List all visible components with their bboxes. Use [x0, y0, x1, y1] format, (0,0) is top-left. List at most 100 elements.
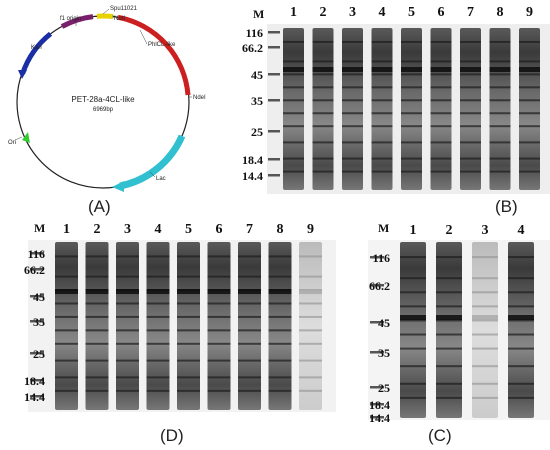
lane-label: 8 [277, 222, 284, 237]
target-band [299, 289, 322, 294]
protein-band [430, 170, 452, 173]
lane-label: 1 [290, 5, 297, 20]
notl-label: NotI [114, 16, 125, 22]
protein-band [116, 342, 139, 345]
protein-band [299, 255, 322, 258]
marker-band [268, 31, 280, 34]
protein-band [401, 73, 422, 76]
protein-band [207, 376, 231, 379]
protein-band [519, 86, 540, 89]
protein-band [238, 329, 261, 332]
protein-band [460, 141, 481, 144]
gel-lane [299, 242, 322, 410]
gel-lane [207, 242, 231, 410]
protein-band [472, 382, 498, 385]
protein-band [146, 255, 170, 258]
marker-band [30, 379, 44, 382]
protein-band [146, 342, 170, 345]
marker-band [30, 352, 44, 355]
protein-band [508, 319, 534, 322]
protein-band [207, 302, 231, 305]
protein-band [299, 315, 322, 318]
lane-label: 7 [246, 222, 253, 237]
protein-band [55, 302, 78, 305]
target-band [55, 289, 78, 294]
lane-label: 4 [379, 5, 386, 20]
marker-band [30, 320, 44, 323]
marker-size-label: 25 [33, 347, 45, 361]
protein-band [489, 112, 511, 115]
protein-band [508, 256, 534, 259]
marker-band [30, 252, 44, 255]
protein-band [268, 255, 292, 258]
protein-band [460, 112, 481, 115]
target-band [268, 289, 292, 294]
protein-band [519, 112, 540, 115]
protein-band [401, 60, 422, 63]
protein-band [430, 40, 452, 43]
target-band [519, 67, 540, 72]
protein-band [519, 170, 540, 173]
protein-band [146, 275, 170, 278]
target-band [472, 315, 498, 320]
gel-lane [312, 28, 334, 190]
protein-band [401, 40, 422, 43]
marker-size-label: 66.2 [24, 263, 45, 277]
protein-band [508, 365, 534, 368]
gel-c: M 1 2 3 4 116 66.2 45 35 25 18.414.4 [368, 221, 550, 425]
protein-band [55, 315, 78, 318]
protein-band [177, 329, 200, 332]
marker-size-label: 66.2 [242, 41, 263, 55]
spu-label: Spu11021 [110, 6, 138, 12]
phl-label: PhlCL-like [148, 42, 176, 48]
protein-band [85, 342, 109, 345]
protein-band [400, 333, 426, 336]
protein-band [238, 275, 261, 278]
lac-arc [119, 134, 186, 190]
protein-band [238, 315, 261, 318]
protein-band [519, 141, 540, 144]
protein-band [472, 347, 498, 350]
gel-lane [238, 242, 261, 410]
protein-band [401, 141, 422, 144]
protein-band [371, 170, 393, 173]
target-band [177, 289, 200, 294]
marker-size-label: 35 [378, 346, 390, 360]
protein-band [116, 302, 139, 305]
protein-band [430, 60, 452, 63]
panel-label-b: (B) [495, 197, 518, 216]
marker-band [370, 321, 384, 324]
protein-band [55, 376, 78, 379]
protein-band [177, 302, 200, 305]
target-band [85, 289, 109, 294]
gel-c-marker-header: M [378, 221, 389, 235]
marker-size-label: 14.4 [24, 390, 45, 404]
plasmid-name: PET-28a-4CL-like [71, 95, 135, 104]
protein-band [371, 40, 393, 43]
protein-band [207, 329, 231, 332]
protein-band [508, 347, 534, 350]
marker-band [370, 284, 384, 287]
protein-band [460, 170, 481, 173]
marker-size-label: 116 [246, 26, 263, 40]
protein-band [116, 275, 139, 278]
marker-size-label: 14.4 [242, 169, 263, 183]
protein-band [472, 396, 498, 399]
target-band [400, 315, 426, 320]
protein-band [371, 112, 393, 115]
protein-band [268, 389, 292, 392]
protein-band [401, 86, 422, 89]
protein-band [268, 315, 292, 318]
protein-band [436, 256, 462, 259]
protein-band [207, 315, 231, 318]
protein-band [299, 275, 322, 278]
gel-lane [371, 28, 393, 190]
marker-band [268, 99, 280, 102]
gel-lane [436, 242, 462, 418]
protein-band [177, 376, 200, 379]
protein-band [436, 291, 462, 294]
protein-band [312, 60, 334, 63]
protein-band [312, 141, 334, 144]
protein-band [342, 86, 363, 89]
marker-band [370, 256, 384, 259]
